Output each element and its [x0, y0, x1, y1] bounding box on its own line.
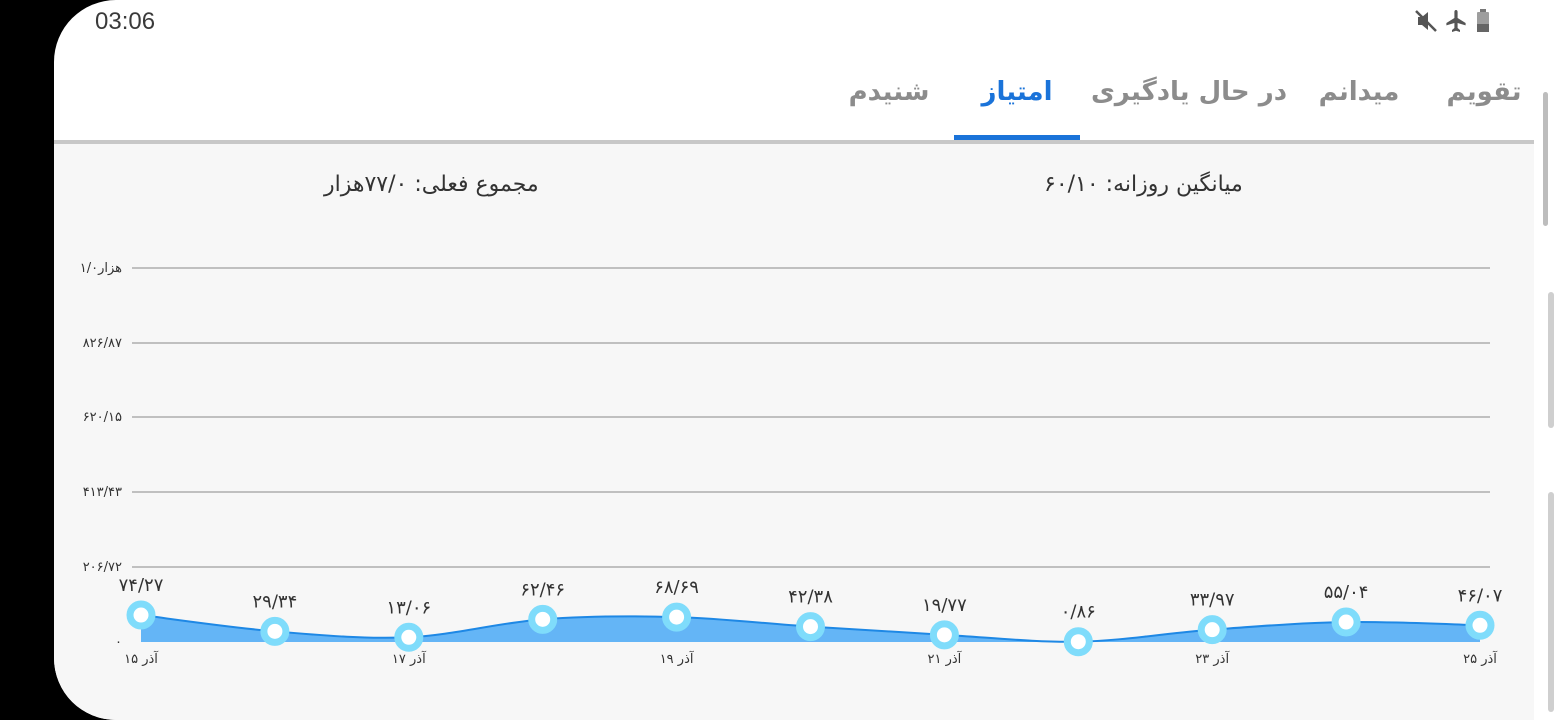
data-label: ۱۹/۷۷ — [922, 595, 967, 616]
data-label: ۶۸/۶۹ — [654, 577, 699, 598]
data-points — [126, 600, 1495, 657]
data-label: ۳۳/۹۷ — [1190, 590, 1235, 611]
data-label: ۴۶/۰۷ — [1458, 585, 1503, 606]
edge-indicator-bottom — [1548, 492, 1554, 712]
data-point[interactable] — [1197, 615, 1227, 645]
chart-grid — [132, 267, 1490, 568]
x-tick-label: ۲۳ آذر — [1195, 650, 1230, 667]
x-tick-label: ۱۹ آذر — [660, 650, 695, 667]
active-tab-indicator — [954, 135, 1080, 140]
data-label: ۰/۸۶ — [1061, 602, 1096, 623]
y-tick-label: ۶۲۰/۱۵ — [83, 410, 122, 425]
current-total: مجموع فعلی: ۷۷/۰هزار — [324, 172, 539, 197]
data-label: ۷۴/۲۷ — [119, 575, 164, 596]
tabs-divider — [54, 140, 1534, 144]
data-point[interactable] — [394, 622, 424, 652]
data-label: ۶۲/۴۶ — [520, 579, 565, 600]
data-point[interactable] — [662, 602, 692, 632]
daily-average: میانگین روزانه: ۶۰/۱۰ — [1044, 172, 1243, 197]
x-tick-label: ۱۵ آذر — [124, 650, 159, 667]
data-point[interactable] — [528, 604, 558, 634]
tab-calendar[interactable]: تقویم — [1446, 77, 1522, 107]
x-tick-label: ۲۱ آذر — [928, 650, 963, 667]
status-icons — [1414, 8, 1494, 34]
status-time: 03:06 — [95, 8, 156, 35]
tabs-scrollbar[interactable] — [1543, 92, 1548, 226]
tab-known[interactable]: میدانم — [1318, 77, 1400, 107]
y-tick-label: ۴۱۳/۴۳ — [83, 485, 122, 500]
data-point[interactable] — [796, 612, 825, 642]
x-tick-label: ۲۵ آذر — [1463, 650, 1498, 667]
y-tick-label: ۰ — [115, 635, 122, 650]
y-tick-label: ۸۲۶/۸۷ — [83, 336, 122, 351]
edge-indicator-top — [1548, 292, 1554, 428]
score-chart: ۰ ۲۰۶/۷۲ ۴۱۳/۴۳ ۶۲۰/۱۵ ۸۲۶/۸۷ ۱/۰هزار ۷۴/۲۷ ۲۹… — [80, 261, 1503, 667]
app-screen: 03:06 تقویم میدانم در حال یادگیری امتیاز… — [54, 0, 1560, 720]
data-labels: ۷۴/۲۷ ۲۹/۳۴ ۱۳/۰۶ ۶۲/۴۶ ۶۸/۶۹ ۴۲/۳۸ ۱۹/۷۷ ۰/۸۶ ۳… — [119, 575, 1503, 623]
data-point[interactable] — [126, 600, 156, 630]
y-axis-ticks: ۰ ۲۰۶/۷۲ ۴۱۳/۴۳ ۶۲۰/۱۵ ۸۲۶/۸۷ ۱/۰هزار — [80, 261, 122, 650]
data-label: ۱۳/۰۶ — [386, 597, 431, 618]
data-point[interactable] — [1063, 627, 1093, 657]
tab-learning[interactable]: در حال یادگیری — [1090, 77, 1288, 107]
tab-score[interactable]: امتیاز — [981, 77, 1053, 107]
data-label: ۴۲/۳۸ — [788, 587, 833, 608]
battery-icon — [1477, 9, 1489, 32]
x-axis-ticks: ۱۵ آذر ۱۷ آذر ۱۹ آذر ۲۱ آذر ۲۳ آذر ۲۵ آذر — [124, 650, 1498, 667]
mute-icon — [1415, 10, 1437, 32]
tab-heard[interactable]: شنیدم — [848, 77, 930, 107]
data-label: ۵۵/۰۴ — [1324, 582, 1369, 603]
x-tick-label: ۱۷ آذر — [392, 650, 427, 667]
y-tick-label: ۲۰۶/۷۲ — [83, 560, 122, 575]
data-point[interactable] — [1465, 610, 1495, 640]
data-point[interactable] — [929, 620, 959, 650]
tab-bar: تقویم میدانم در حال یادگیری امتیاز شنیدم — [54, 60, 1534, 140]
y-tick-label: ۱/۰هزار — [80, 261, 122, 276]
airplane-icon — [1446, 10, 1466, 32]
data-label: ۲۹/۳۴ — [253, 591, 298, 612]
data-point[interactable] — [260, 616, 290, 646]
score-panel: میانگین روزانه: ۶۰/۱۰ مجموع فعلی: ۷۷/۰هز… — [54, 144, 1534, 720]
data-point[interactable] — [1331, 607, 1361, 637]
